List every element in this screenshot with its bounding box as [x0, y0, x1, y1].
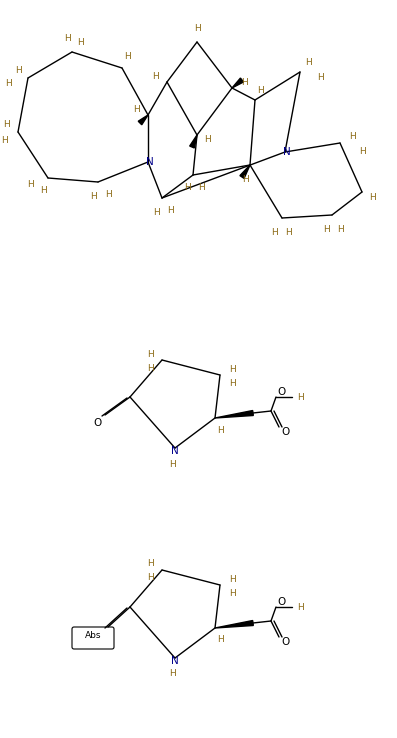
Text: H: H [369, 193, 376, 201]
Polygon shape [215, 621, 253, 628]
Polygon shape [138, 115, 148, 125]
Text: O: O [93, 418, 101, 428]
Text: H: H [152, 207, 159, 216]
Text: H: H [64, 33, 70, 43]
FancyBboxPatch shape [72, 627, 114, 649]
Text: H: H [27, 179, 33, 188]
Text: H: H [204, 134, 210, 143]
Text: H: H [15, 66, 21, 75]
Text: H: H [169, 669, 175, 678]
Text: H: H [349, 131, 355, 140]
Text: H: H [152, 72, 158, 80]
Text: H: H [146, 559, 153, 568]
Text: H: H [271, 227, 278, 236]
Text: H: H [1, 136, 8, 145]
Text: N: N [171, 656, 179, 666]
Text: H: H [146, 350, 153, 359]
Text: H: H [285, 227, 291, 236]
Text: H: H [40, 185, 46, 195]
Text: H: H [337, 224, 343, 233]
Text: O: O [278, 597, 286, 607]
Text: H: H [242, 174, 249, 184]
Text: N: N [146, 157, 154, 167]
Text: H: H [229, 588, 235, 598]
Text: H: H [146, 573, 153, 582]
Text: N: N [171, 446, 179, 456]
Text: H: H [229, 365, 235, 373]
Text: H: H [198, 182, 204, 191]
Text: H: H [304, 58, 311, 66]
Text: H: H [3, 120, 10, 128]
Text: H: H [184, 182, 191, 191]
Text: Abs: Abs [85, 632, 101, 641]
Polygon shape [240, 165, 250, 179]
Text: H: H [217, 635, 224, 644]
Text: H: H [229, 574, 235, 584]
Text: H: H [256, 86, 263, 94]
Text: H: H [297, 602, 303, 612]
Text: H: H [123, 52, 130, 61]
Polygon shape [215, 410, 253, 418]
Text: H: H [241, 77, 247, 86]
Polygon shape [190, 135, 197, 148]
Text: H: H [77, 38, 83, 46]
Text: N: N [283, 147, 291, 157]
Text: H: H [5, 78, 12, 88]
Text: H: H [229, 379, 235, 387]
Text: O: O [281, 637, 289, 647]
Text: H: H [167, 205, 173, 215]
Text: H: H [217, 426, 224, 435]
Text: H: H [324, 224, 330, 233]
Text: H: H [358, 147, 365, 156]
Text: H: H [146, 364, 153, 373]
Text: O: O [281, 427, 289, 437]
Text: H: H [169, 460, 175, 469]
Text: O: O [278, 387, 286, 397]
Text: H: H [90, 191, 96, 201]
Text: H: H [133, 105, 139, 114]
Text: H: H [317, 72, 324, 81]
Text: H: H [297, 393, 303, 401]
Text: H: H [105, 190, 112, 199]
Polygon shape [232, 78, 244, 88]
Text: H: H [194, 24, 200, 32]
